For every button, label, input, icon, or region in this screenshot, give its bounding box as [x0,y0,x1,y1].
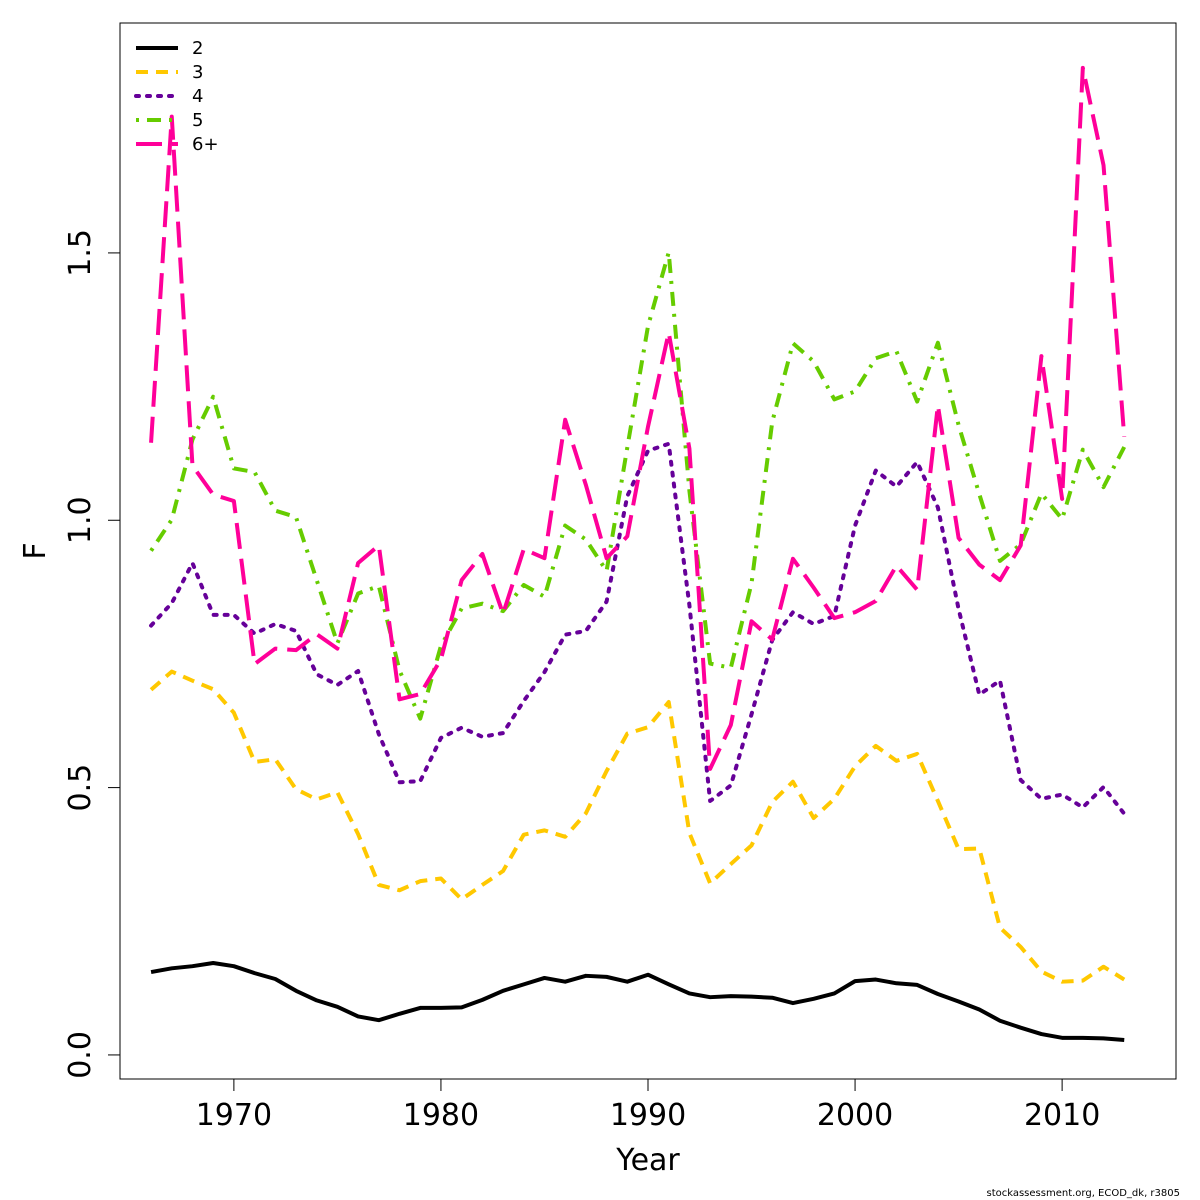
legend: 2 3 4 5 6+ [134,38,219,155]
legend-label: 4 [192,86,203,107]
x-tick-label: 2010 [1024,1098,1100,1133]
legend-label: 3 [192,62,203,83]
series-line-5 [149,250,1127,721]
y-axis: 0.0 0.5 1.0 1.5 [63,229,121,1079]
y-tick-label: 1.0 [63,496,98,544]
y-tick-label: 1.5 [63,229,98,277]
x-tick-label: 1990 [610,1098,686,1133]
series-line-2 [150,960,1125,1042]
y-tick-label: 0.0 [63,1031,98,1079]
series-lines [149,65,1127,1042]
x-axis-title: Year [615,1143,680,1178]
x-tick-label: 2000 [817,1098,893,1133]
legend-label: 2 [192,38,203,59]
x-axis: 1970 1980 1990 2000 2010 [196,1078,1100,1133]
y-tick-label: 0.5 [63,764,98,812]
series-line-3 [149,669,1126,984]
credit-text: stockassessment.org, ECOD_dk, r3805 [986,1188,1180,1199]
series-line-4 [149,441,1127,816]
x-tick-label: 1970 [196,1098,272,1133]
x-tick-label: 1980 [403,1098,479,1133]
legend-label: 5 [192,110,203,131]
legend-label: 6+ [192,134,219,155]
y-axis-title: F [18,542,53,559]
series-line-6plus [149,65,1127,771]
